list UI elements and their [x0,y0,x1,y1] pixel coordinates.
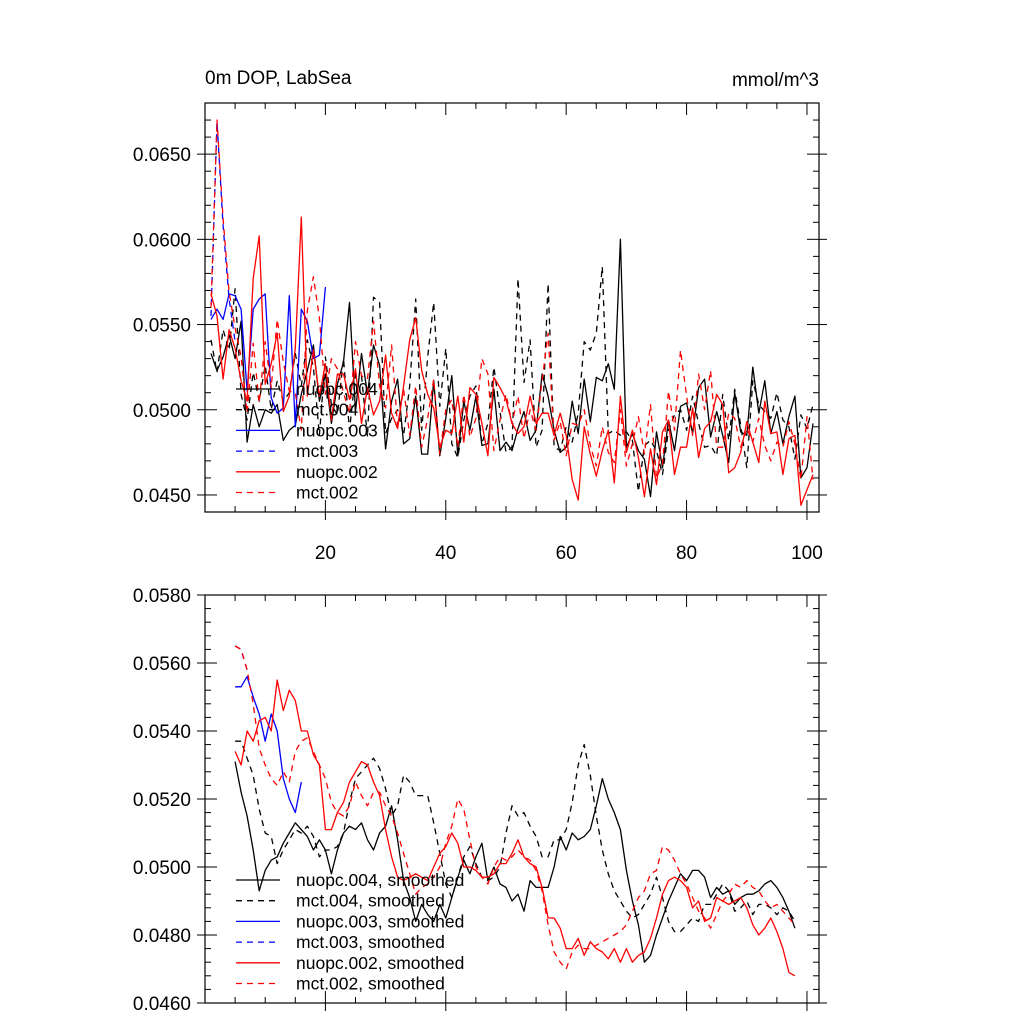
y-tick-label: 0.0480 [133,926,191,947]
y-tick-label: 0.0560 [133,654,191,675]
x-tick-label: 60 [556,543,577,564]
series-line [210,119,814,481]
series-line [234,679,796,977]
y-tick-label: 0.0600 [133,230,191,251]
y-tick-label: 0.0460 [133,994,191,1015]
series-line [234,645,796,970]
top-panel-title: 0m DOP, LabSea [205,68,352,89]
y-tick-label: 0.0580 [133,586,191,607]
legend-label: mct.002, smoothed [296,974,445,994]
legend-label: mct.004 [296,400,359,420]
y-tick-label: 0.0520 [133,790,191,811]
y-tick-label: 0.0500 [133,858,191,879]
y-tick-label: 0.0650 [133,145,191,166]
x-tick-label: 80 [676,543,697,564]
series-line [235,675,302,814]
legend-label: mct.003 [296,441,358,461]
legend-label: nuopc.004 [296,379,378,399]
y-tick-label: 0.0500 [133,401,191,422]
legend-label: nuopc.002 [296,462,378,482]
y-tick-label: 0.0550 [133,316,191,337]
top-panel-units: mmol/m^3 [732,70,819,91]
series-line [210,265,814,493]
legend-label: mct.002 [296,483,358,503]
legend-label: mct.004, smoothed [296,891,445,911]
top-panel: 20 40 60 80 100 0.0450 0.0500 0.0550 0.0600 0.065… [133,102,827,564]
bottom-panel: 0.0460 0.0480 0.0500 0.0520 0.0540 0.0560 0.05… [133,586,827,1015]
series-line [210,238,814,498]
y-tick-label: 0.0540 [133,722,191,743]
x-tick-label: 100 [791,543,823,564]
y-tick-label: 0.0450 [133,486,191,507]
legend-label: nuopc.003 [296,420,378,440]
x-tick-label: 20 [315,543,336,564]
legend-label: mct.003, smoothed [296,932,445,952]
series-line [210,121,236,342]
x-tick-label: 40 [435,543,456,564]
series-line [234,761,796,963]
legend-label: nuopc.004, smoothed [296,870,464,890]
legend-label: nuopc.003, smoothed [296,911,464,931]
legend-label: nuopc.002, smoothed [296,953,464,973]
